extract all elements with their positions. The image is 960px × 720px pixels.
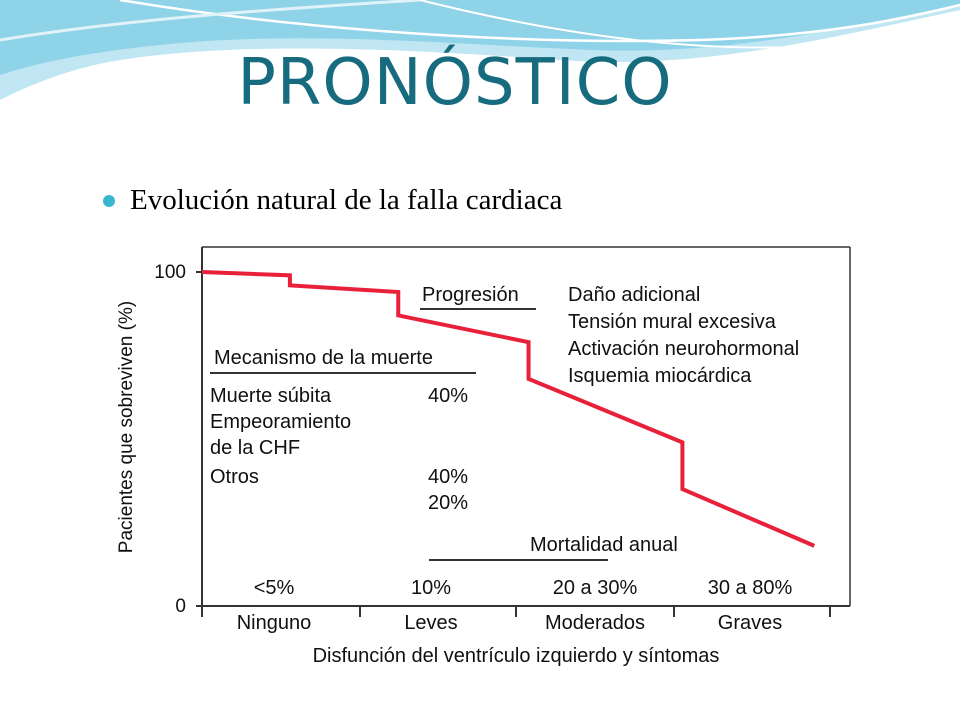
progression-item-3: Activación neurohormonal xyxy=(568,338,799,360)
x-category-ninguno: Ninguno xyxy=(237,612,312,634)
x-category-leves: Leves xyxy=(404,612,457,634)
bullet-dot-icon xyxy=(103,195,115,207)
bullet-text: Evolución natural de la falla cardiaca xyxy=(130,184,563,216)
death-percent-3: 20% xyxy=(428,492,468,514)
mortality-value-moderados: 20 a 30% xyxy=(553,577,638,599)
progression-title: Progresión xyxy=(422,284,519,306)
x-category-graves: Graves xyxy=(718,612,782,634)
death-percent-1: 40% xyxy=(428,385,468,407)
bullet-point: Evolución natural de la falla cardiaca xyxy=(103,184,562,217)
progression-item-1: Daño adicional xyxy=(568,284,700,306)
death-mechanism-line-3: de la CHF xyxy=(210,437,300,459)
mortality-value-graves: 30 a 80% xyxy=(708,577,793,599)
series-layer xyxy=(201,270,816,548)
death-mechanism-line-1: Muerte súbita xyxy=(210,385,332,407)
x-axis-label: Disfunción del ventrículo izquierdo y sí… xyxy=(313,645,720,667)
death-mechanism-title: Mecanismo de la muerte xyxy=(214,347,433,369)
slide-title: PRONÓSTICO xyxy=(237,46,673,120)
y-axis-label: Pacientes que sobreviven (%) xyxy=(116,301,137,553)
survival-curve-line xyxy=(201,270,816,548)
mortality-value-ninguno: <5% xyxy=(254,577,295,599)
mortality-value-leves: 10% xyxy=(411,577,451,599)
progression-item-4: Isquemia miocárdica xyxy=(568,365,752,387)
survival-chart: Pacientes que sobreviven (%) 100 0 Ningu… xyxy=(116,246,851,667)
header-wave-decoration xyxy=(0,0,960,100)
survival-chart-figure: Pacientes que sobreviven (%) 100 0 Ningu… xyxy=(98,229,870,681)
y-tick-100: 100 xyxy=(154,262,186,283)
y-tick-0: 0 xyxy=(175,596,186,617)
mortality-title: Mortalidad anual xyxy=(530,534,678,556)
death-mechanism-line-4: Otros xyxy=(210,466,259,488)
x-category-moderados: Moderados xyxy=(545,612,645,634)
death-mechanism-line-2: Empeoramiento xyxy=(210,411,351,433)
plot-frame xyxy=(196,246,851,617)
progression-item-2: Tensión mural excesiva xyxy=(568,311,777,333)
death-percent-2: 40% xyxy=(428,466,468,488)
